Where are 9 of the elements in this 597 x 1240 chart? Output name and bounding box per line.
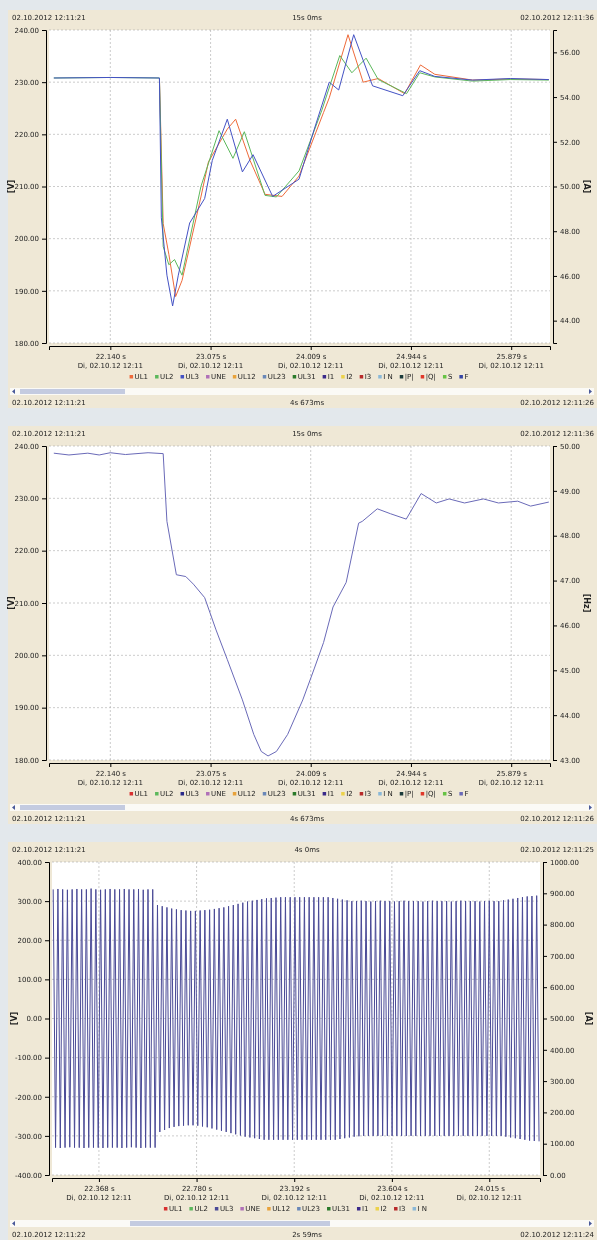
y-axis-title: [V] — [7, 596, 16, 610]
y2-axis-title: [A] — [582, 179, 591, 194]
line-series — [53, 34, 550, 307]
y2-axis-title: [Hz] — [582, 593, 591, 613]
line-series — [52, 888, 540, 1149]
line-series — [53, 452, 550, 757]
y-axis-title: [V] — [7, 179, 16, 194]
y-axis-title: [V] — [10, 1011, 19, 1026]
y2-axis-title: [A] — [584, 1011, 593, 1026]
